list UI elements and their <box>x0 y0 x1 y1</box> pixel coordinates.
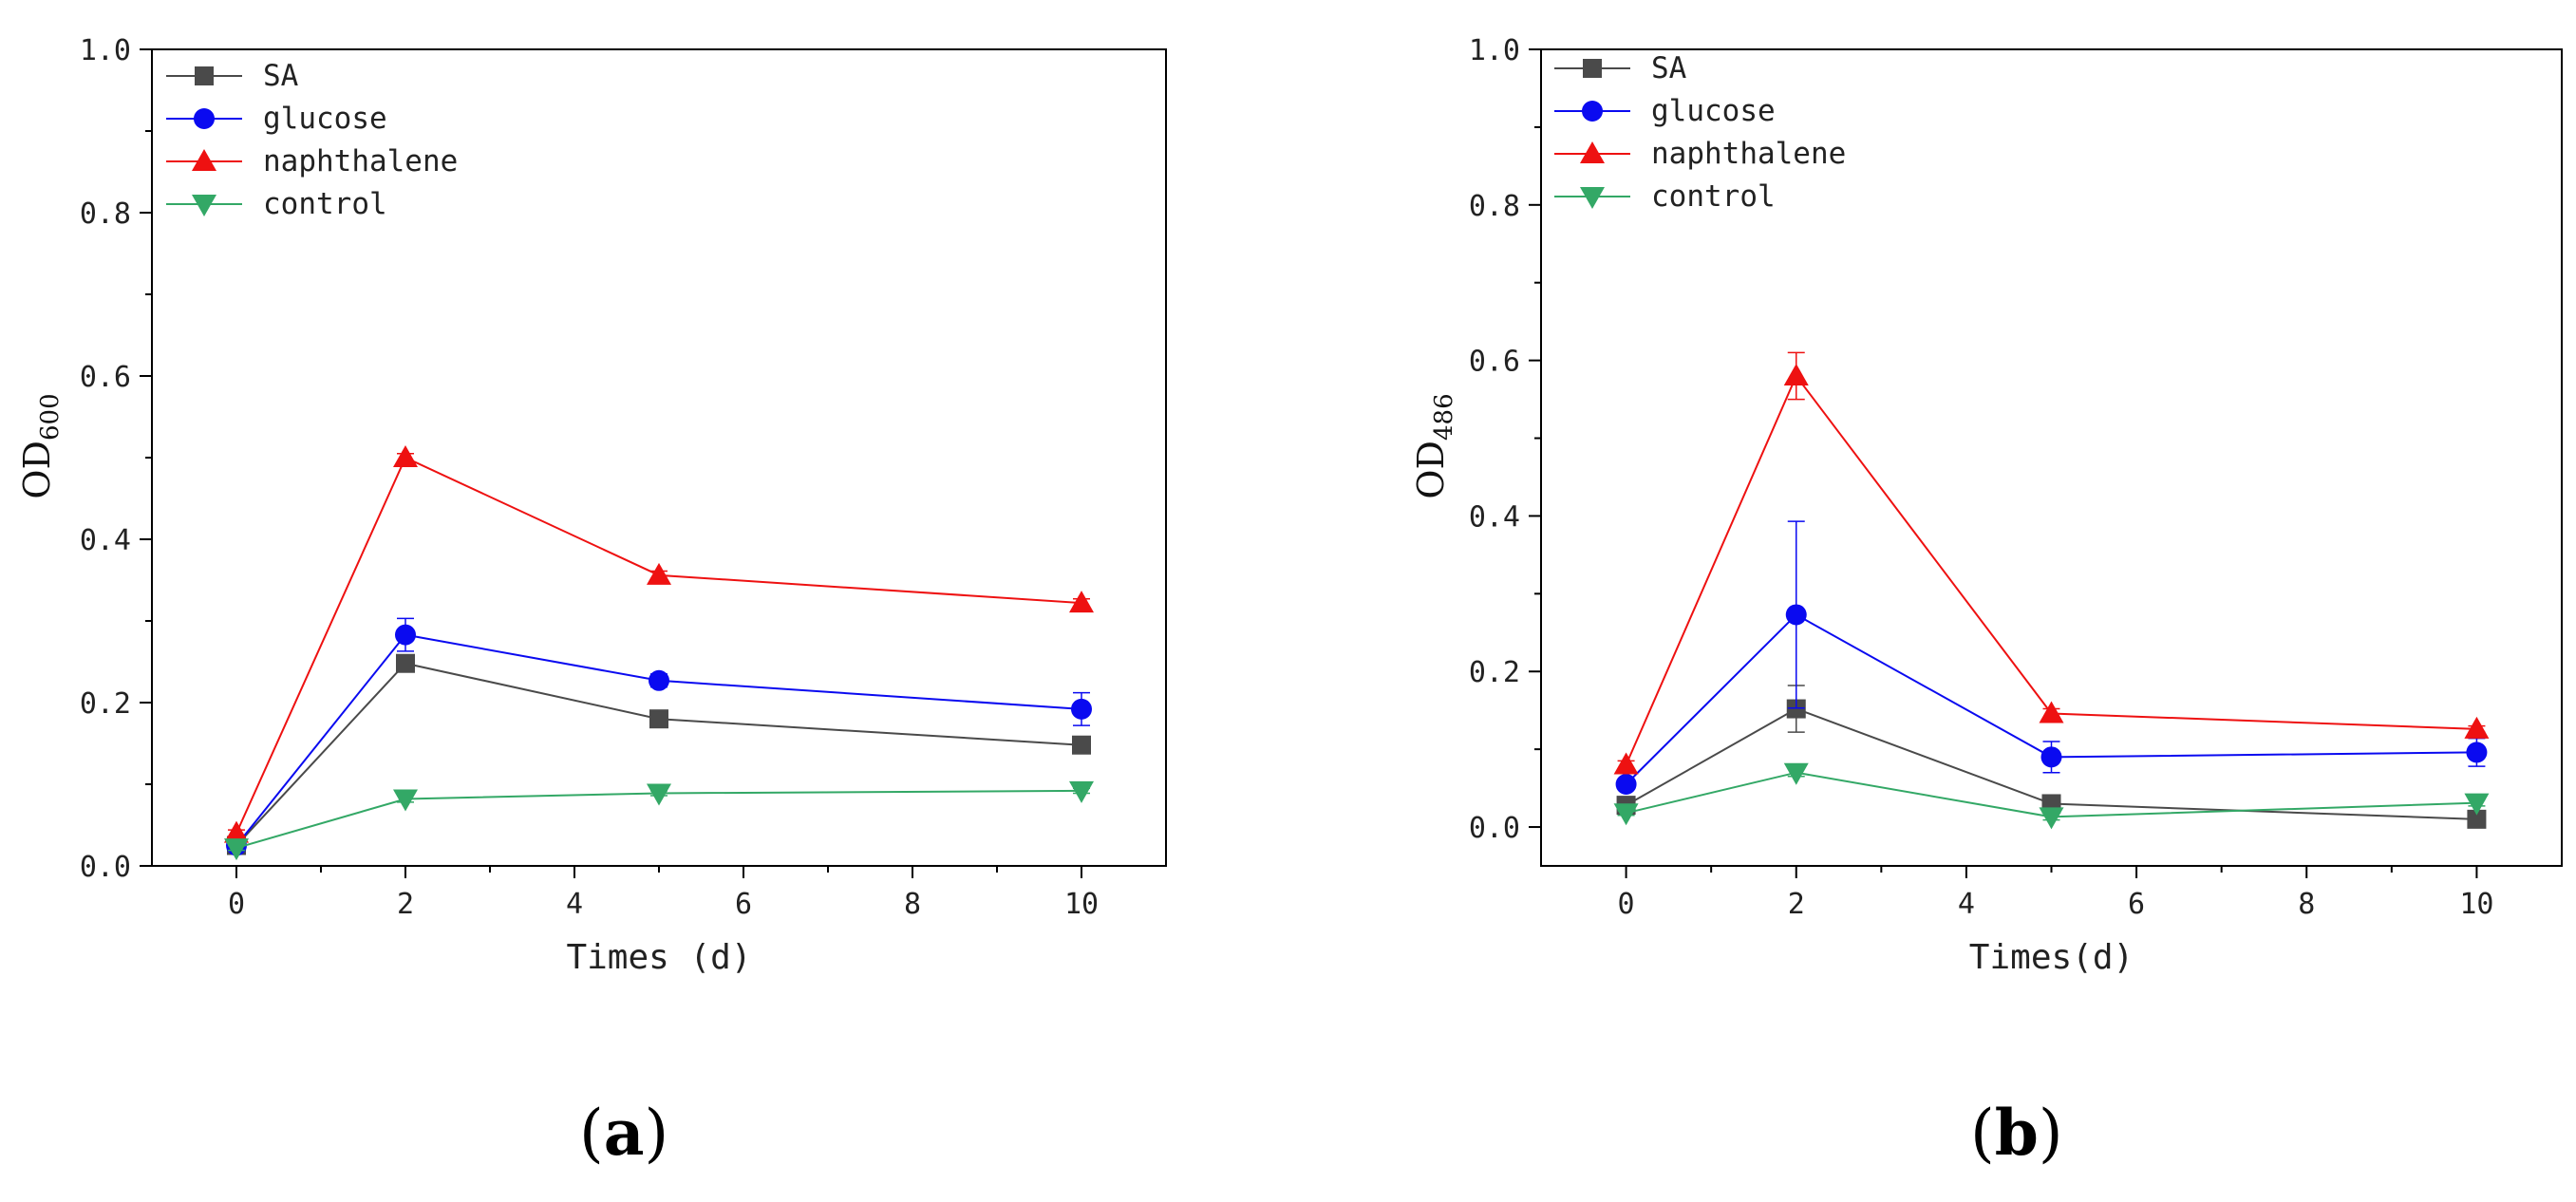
x-tick-label: 4 <box>566 888 583 921</box>
series-line-control <box>1626 771 2477 818</box>
x-tick-label: 2 <box>397 888 414 921</box>
series-line-SA <box>235 662 1082 847</box>
data-point-glucose <box>649 669 669 691</box>
legend-marker-SA <box>1583 59 1602 78</box>
data-point-control <box>1069 780 1094 803</box>
x-tick-label: 2 <box>1788 888 1805 921</box>
series-line-naphthalene <box>235 456 1082 835</box>
data-point-glucose <box>1071 698 1092 720</box>
series-line-SA <box>1626 707 2477 820</box>
y-tick-label: 0.0 <box>1469 812 1520 845</box>
data-point-control <box>2039 807 2064 830</box>
legend-label-control: control <box>263 187 387 221</box>
y-tick-label: 0.6 <box>80 361 131 394</box>
data-point-control <box>1613 803 1639 826</box>
series-line-control <box>235 789 1082 850</box>
y-tick-label: 0.4 <box>1469 500 1520 534</box>
series-line-glucose <box>1625 613 2477 785</box>
data-point-naphthalene <box>1069 591 1094 613</box>
series-line-naphthalene <box>1625 374 2477 765</box>
legend: SA glucose naphthalene control <box>1554 51 1846 214</box>
y-tick-label: 0.0 <box>80 851 131 884</box>
y-axis-label-subscript: 486 <box>1430 393 1458 441</box>
y-tick-label: 1.0 <box>80 34 131 67</box>
data-point-glucose <box>2466 742 2488 763</box>
y-tick-label: 0.8 <box>80 197 131 231</box>
data-point-naphthalene <box>1613 752 1639 775</box>
x-tick-label: 0 <box>1618 888 1635 921</box>
chart-b: 0 2 4 6 8 10 0.0 0.2 0.4 0.6 0.8 1.0 Times(d) OD486 SA… <box>1410 34 2563 977</box>
y-tick-label: 1.0 <box>1469 34 1520 67</box>
data-point-SA <box>1072 735 1091 755</box>
data-point-glucose <box>1785 604 1807 626</box>
data-point-glucose <box>395 624 416 646</box>
data-point-control <box>224 838 249 861</box>
legend-label-control: control <box>1651 179 1776 214</box>
legend-label-naphthalene: naphthalene <box>263 144 458 178</box>
y-tick-label: 0.2 <box>80 687 131 721</box>
x-tick-label: 10 <box>1064 888 1099 921</box>
x-tick-label: 6 <box>2128 888 2145 921</box>
x-tick-label: 0 <box>228 888 245 921</box>
data-point-SA <box>2467 809 2487 829</box>
legend-marker-naphthalene <box>192 149 216 171</box>
legend: SA glucose naphthalene control <box>166 59 458 221</box>
y-axis-label: OD486 <box>1410 393 1458 498</box>
panel-label-a: (a) <box>579 1096 669 1170</box>
y-axis-label: OD600 <box>16 393 65 498</box>
legend-label-naphthalene: naphthalene <box>1651 137 1846 171</box>
series-glucose <box>1615 520 2488 795</box>
data-point-SA <box>649 709 668 729</box>
x-tick-label: 6 <box>735 888 752 921</box>
series-line-glucose <box>235 633 1082 847</box>
x-tick-label: 10 <box>2459 888 2493 921</box>
x-tick-label: 8 <box>904 888 921 921</box>
data-point-SA <box>396 653 415 673</box>
y-axis-label-main: OD <box>1410 441 1452 499</box>
y-tick-label: 0.8 <box>1469 190 1520 223</box>
x-tick-label: 8 <box>2298 888 2315 921</box>
y-tick-label: 0.2 <box>1469 656 1520 689</box>
data-point-naphthalene <box>393 445 418 467</box>
data-point-control <box>1783 762 1809 785</box>
y-axis-label-main: OD <box>16 441 58 499</box>
legend-marker-glucose <box>194 108 215 129</box>
data-point-control <box>647 783 671 806</box>
y-tick-label: 0.4 <box>80 524 131 557</box>
legend-marker-naphthalene <box>1580 141 1605 163</box>
data-point-naphthalene <box>224 820 249 843</box>
legend-marker-glucose <box>1582 101 1603 122</box>
y-axis-label-subscript: 600 <box>36 393 65 441</box>
legend-marker-SA <box>195 66 214 85</box>
data-point-control <box>2464 793 2490 816</box>
legend-label-SA: SA <box>1651 51 1687 85</box>
series-naphthalene <box>224 445 1094 843</box>
legend-label-SA: SA <box>263 59 299 93</box>
data-point-control <box>393 789 418 812</box>
legend-label-glucose: glucose <box>263 102 387 136</box>
x-axis-label: Times (d) <box>566 938 751 977</box>
data-point-SA <box>1786 699 1806 719</box>
data-point-naphthalene <box>1783 364 1809 385</box>
x-tick-label: 4 <box>1958 888 1975 921</box>
series-naphthalene <box>1613 351 2490 775</box>
data-point-glucose <box>1615 774 1637 795</box>
data-point-naphthalene <box>2464 716 2490 739</box>
panel-label-b: (b) <box>1970 1096 2063 1170</box>
series-control <box>1613 762 2490 830</box>
x-axis-label: Times(d) <box>1969 938 2134 977</box>
y-tick-label: 0.6 <box>1469 346 1520 379</box>
legend-marker-control <box>192 195 216 216</box>
data-point-naphthalene <box>647 562 671 585</box>
series-control <box>224 780 1094 861</box>
chart-a: 0 2 4 6 8 10 0.0 0.2 0.4 0.6 0.8 1.0 Times (d) OD600 S… <box>16 34 1167 977</box>
legend-marker-control <box>1580 187 1605 209</box>
data-point-naphthalene <box>2039 701 2064 723</box>
data-point-glucose <box>2040 746 2062 768</box>
legend-label-glucose: glucose <box>1651 94 1776 128</box>
